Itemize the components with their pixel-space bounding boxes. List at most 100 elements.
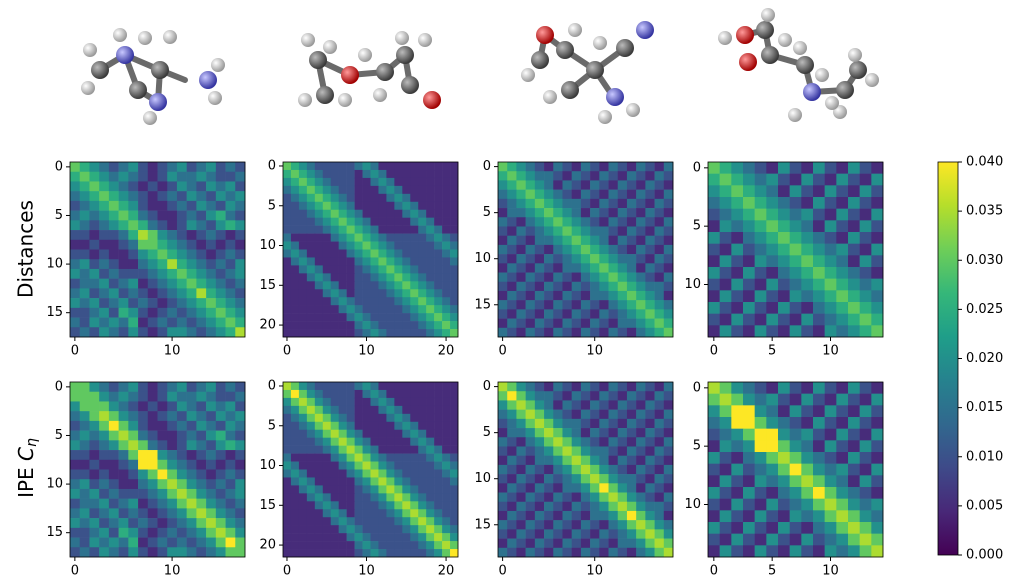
- heatmap-cell: [226, 528, 236, 538]
- heatmap-cell: [645, 465, 655, 475]
- heatmap-cell: [720, 429, 732, 441]
- heatmap-cell: [778, 302, 790, 314]
- heatmap-cell: [339, 194, 347, 202]
- heatmap-cell: [766, 290, 778, 302]
- heatmap-cell: [426, 178, 434, 186]
- heatmap-cell: [355, 297, 363, 305]
- heatmap-cell: [347, 438, 355, 446]
- heatmap-cell: [216, 450, 226, 460]
- heatmap-cell: [442, 382, 450, 390]
- heatmap-cell: [177, 240, 187, 250]
- heatmap-cell: [307, 406, 315, 414]
- heatmap-cell: [516, 382, 526, 392]
- heatmap-cell: [235, 172, 245, 182]
- heatmap-cell: [790, 545, 802, 557]
- heatmap-cell: [99, 298, 109, 308]
- heatmap-cell: [138, 489, 148, 499]
- heatmap-cell: [655, 511, 665, 521]
- heatmap-cell: [442, 398, 450, 406]
- heatmap-cell: [731, 162, 743, 174]
- heatmap-cell: [386, 549, 394, 557]
- heatmap-cell: [825, 452, 837, 464]
- heatmap-cell: [562, 282, 572, 292]
- heatmap-cell: [158, 421, 168, 431]
- heatmap-cell: [544, 300, 554, 310]
- heatmap-cell: [99, 201, 109, 211]
- heatmap-cell: [167, 489, 177, 499]
- heatmap-cell: [426, 226, 434, 234]
- heatmap-cell: [562, 446, 572, 456]
- heatmap-cell: [636, 226, 646, 236]
- heatmap-cell: [516, 199, 526, 209]
- heatmap-cell: [790, 314, 802, 326]
- heatmap-cell: [609, 190, 619, 200]
- heatmap-cell: [655, 226, 665, 236]
- heatmap-cell: [743, 429, 755, 441]
- heatmap-cell: [363, 533, 371, 541]
- heatmap-cell: [790, 232, 802, 244]
- heatmap-cell: [187, 450, 197, 460]
- heatmap-cell: [618, 226, 628, 236]
- heatmap-cell: [731, 185, 743, 197]
- heatmap-cell: [99, 279, 109, 289]
- heatmap-cell: [235, 538, 245, 548]
- heatmap-cell: [89, 279, 99, 289]
- heatmap-cell: [386, 297, 394, 305]
- y-tick-label: 5: [483, 425, 491, 440]
- heatmap-cell: [347, 382, 355, 390]
- heatmap-cell: [119, 392, 129, 402]
- heatmap-cell: [572, 400, 582, 410]
- heatmap-cell: [167, 440, 177, 450]
- heatmap-cell: [347, 406, 355, 414]
- heatmap-cell: [196, 288, 206, 298]
- heatmap-cell: [167, 269, 177, 279]
- heatmap-cell: [655, 273, 665, 283]
- heatmap-cell: [307, 218, 315, 226]
- heatmap-cell: [636, 529, 646, 539]
- heatmap-cell: [347, 234, 355, 242]
- heatmap-cell: [516, 520, 526, 530]
- heatmap-cell: [226, 479, 236, 489]
- colorbar: [938, 162, 958, 555]
- heatmap-cell: [339, 525, 347, 533]
- heatmap-cell: [526, 548, 536, 558]
- heatmap-cell: [426, 210, 434, 218]
- x-tick-label: 10: [822, 564, 839, 579]
- heatmap-cell: [402, 390, 410, 398]
- heatmap-cell: [99, 181, 109, 191]
- heatmap-cell: [655, 263, 665, 273]
- heatmap-cell: [291, 501, 299, 509]
- heatmap-cell: [371, 202, 379, 210]
- heatmap-cell: [581, 520, 591, 530]
- heatmap-cell: [778, 197, 790, 209]
- heatmap-cell: [553, 319, 563, 329]
- heatmap-cell: [378, 493, 386, 501]
- heatmap-cell: [581, 162, 591, 172]
- heatmap-cell: [283, 470, 291, 478]
- heatmap-cell: [572, 162, 582, 172]
- heatmap-cell: [708, 302, 720, 314]
- heatmap-cell: [778, 209, 790, 221]
- heatmap-cell: [581, 382, 591, 392]
- heatmap-cell: [299, 390, 307, 398]
- heatmap-cell: [339, 454, 347, 462]
- heatmap-cell: [299, 470, 307, 478]
- heatmap-cell: [790, 405, 802, 417]
- heatmap-cell: [80, 470, 90, 480]
- molecule-3: [521, 21, 654, 124]
- heatmap-cell: [636, 245, 646, 255]
- heatmap-cell: [128, 240, 138, 250]
- heatmap-cell: [331, 470, 339, 478]
- heatmap-cell: [825, 440, 837, 452]
- heatmap-cell: [386, 178, 394, 186]
- heatmap-cell: [860, 534, 872, 546]
- heatmap-cell: [138, 191, 148, 201]
- heatmap-cell: [645, 263, 655, 273]
- heatmap-cell: [860, 290, 872, 302]
- heatmap-cell: [386, 493, 394, 501]
- heatmap-cell: [109, 470, 119, 480]
- heatmap-cell: [544, 171, 554, 181]
- heatmap-cell: [355, 250, 363, 258]
- heatmap-cell: [109, 240, 119, 250]
- heatmap-cell: [599, 428, 609, 438]
